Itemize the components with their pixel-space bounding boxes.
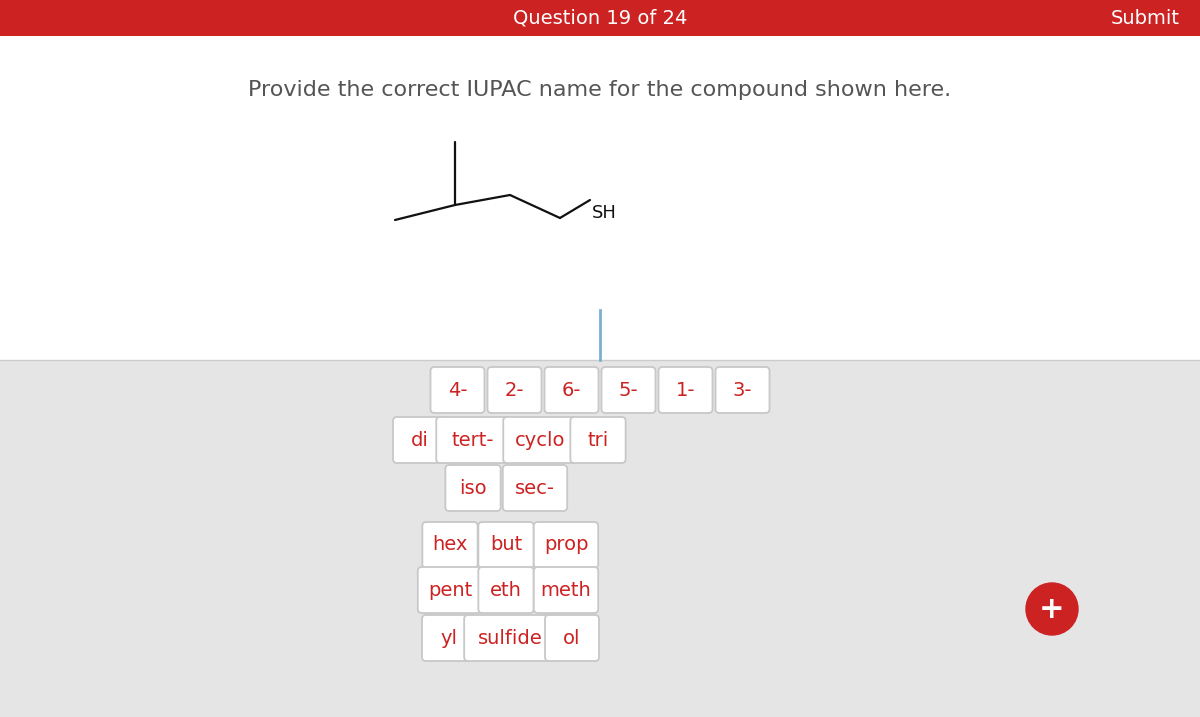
FancyBboxPatch shape bbox=[601, 367, 655, 413]
FancyBboxPatch shape bbox=[422, 615, 476, 661]
Bar bbox=[0, 360, 1200, 717]
Text: 3-: 3- bbox=[733, 381, 752, 399]
Bar bbox=[0, 36, 1200, 360]
Text: iso: iso bbox=[460, 478, 487, 498]
Text: di: di bbox=[412, 430, 428, 450]
Circle shape bbox=[1026, 583, 1078, 635]
Text: hex: hex bbox=[432, 536, 468, 554]
Text: pent: pent bbox=[428, 581, 472, 599]
FancyBboxPatch shape bbox=[464, 615, 556, 661]
FancyBboxPatch shape bbox=[545, 615, 599, 661]
Text: tri: tri bbox=[587, 430, 608, 450]
Bar bbox=[0, 0, 1200, 36]
Text: 5-: 5- bbox=[619, 381, 638, 399]
FancyBboxPatch shape bbox=[418, 567, 482, 613]
FancyBboxPatch shape bbox=[715, 367, 769, 413]
Text: eth: eth bbox=[490, 581, 522, 599]
FancyBboxPatch shape bbox=[487, 367, 541, 413]
FancyBboxPatch shape bbox=[534, 567, 598, 613]
FancyBboxPatch shape bbox=[479, 567, 534, 613]
Text: 6-: 6- bbox=[562, 381, 581, 399]
FancyBboxPatch shape bbox=[503, 465, 568, 511]
FancyBboxPatch shape bbox=[503, 417, 577, 463]
Text: Question 19 of 24: Question 19 of 24 bbox=[512, 9, 688, 27]
Text: Submit: Submit bbox=[1111, 9, 1180, 27]
Text: 4-: 4- bbox=[448, 381, 467, 399]
FancyBboxPatch shape bbox=[570, 417, 625, 463]
Text: 2-: 2- bbox=[505, 381, 524, 399]
Text: SH: SH bbox=[592, 204, 617, 222]
FancyBboxPatch shape bbox=[422, 522, 478, 568]
Text: cyclo: cyclo bbox=[515, 430, 565, 450]
FancyBboxPatch shape bbox=[659, 367, 713, 413]
FancyBboxPatch shape bbox=[545, 367, 599, 413]
Text: 1-: 1- bbox=[676, 381, 695, 399]
FancyBboxPatch shape bbox=[445, 465, 500, 511]
Text: +: + bbox=[1039, 594, 1064, 624]
FancyBboxPatch shape bbox=[479, 522, 534, 568]
Text: yl: yl bbox=[440, 629, 457, 647]
Text: sulfide: sulfide bbox=[478, 629, 542, 647]
Text: meth: meth bbox=[541, 581, 592, 599]
Text: prop: prop bbox=[544, 536, 588, 554]
Text: ol: ol bbox=[563, 629, 581, 647]
Text: but: but bbox=[490, 536, 522, 554]
FancyBboxPatch shape bbox=[437, 417, 510, 463]
Text: sec-: sec- bbox=[515, 478, 554, 498]
FancyBboxPatch shape bbox=[431, 367, 485, 413]
FancyBboxPatch shape bbox=[394, 417, 446, 463]
Text: Provide the correct IUPAC name for the compound shown here.: Provide the correct IUPAC name for the c… bbox=[248, 80, 952, 100]
FancyBboxPatch shape bbox=[534, 522, 598, 568]
Text: tert-: tert- bbox=[451, 430, 494, 450]
